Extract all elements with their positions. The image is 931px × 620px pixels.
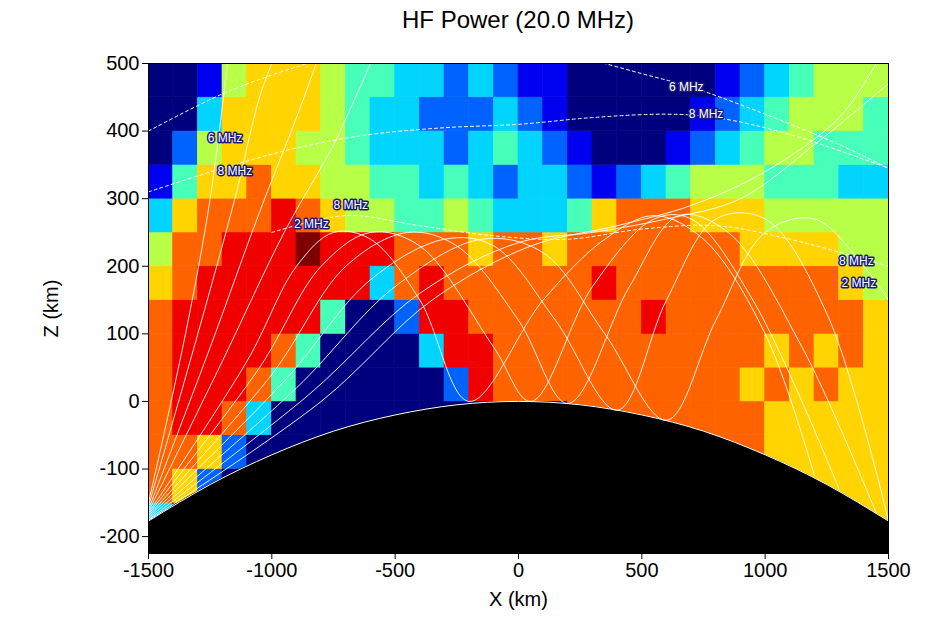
svg-text:2 MHz: 2 MHz bbox=[294, 217, 329, 231]
svg-text:1500: 1500 bbox=[866, 559, 911, 581]
svg-text:500: 500 bbox=[106, 52, 139, 74]
svg-text:100: 100 bbox=[106, 322, 139, 344]
svg-text:400: 400 bbox=[106, 119, 139, 141]
svg-text:8 MHz: 8 MHz bbox=[689, 107, 724, 121]
svg-text:6 MHz: 6 MHz bbox=[208, 131, 243, 145]
svg-text:2 MHz: 2 MHz bbox=[842, 276, 877, 290]
svg-text:500: 500 bbox=[625, 559, 658, 581]
svg-text:-1500: -1500 bbox=[123, 559, 174, 581]
svg-text:8 MHz: 8 MHz bbox=[333, 198, 368, 212]
svg-text:-200: -200 bbox=[99, 525, 139, 547]
svg-text:Z (km): Z (km) bbox=[40, 280, 62, 338]
svg-text:-100: -100 bbox=[99, 457, 139, 479]
svg-text:-500: -500 bbox=[375, 559, 415, 581]
svg-text:8 MHz: 8 MHz bbox=[839, 254, 874, 268]
svg-text:8 MHz: 8 MHz bbox=[217, 164, 252, 178]
svg-text:X (km): X (km) bbox=[489, 588, 548, 610]
svg-text:6 MHz: 6 MHz bbox=[669, 80, 704, 94]
svg-text:1000: 1000 bbox=[743, 559, 788, 581]
html-text:HF Power (20.0 MHz): HF Power (20.0 MHz) bbox=[402, 6, 634, 33]
svg-text:0: 0 bbox=[128, 390, 139, 412]
svg-text:0: 0 bbox=[513, 559, 524, 581]
svg-text:300: 300 bbox=[106, 187, 139, 209]
svg-text:200: 200 bbox=[106, 255, 139, 277]
svg-text:-1000: -1000 bbox=[246, 559, 297, 581]
